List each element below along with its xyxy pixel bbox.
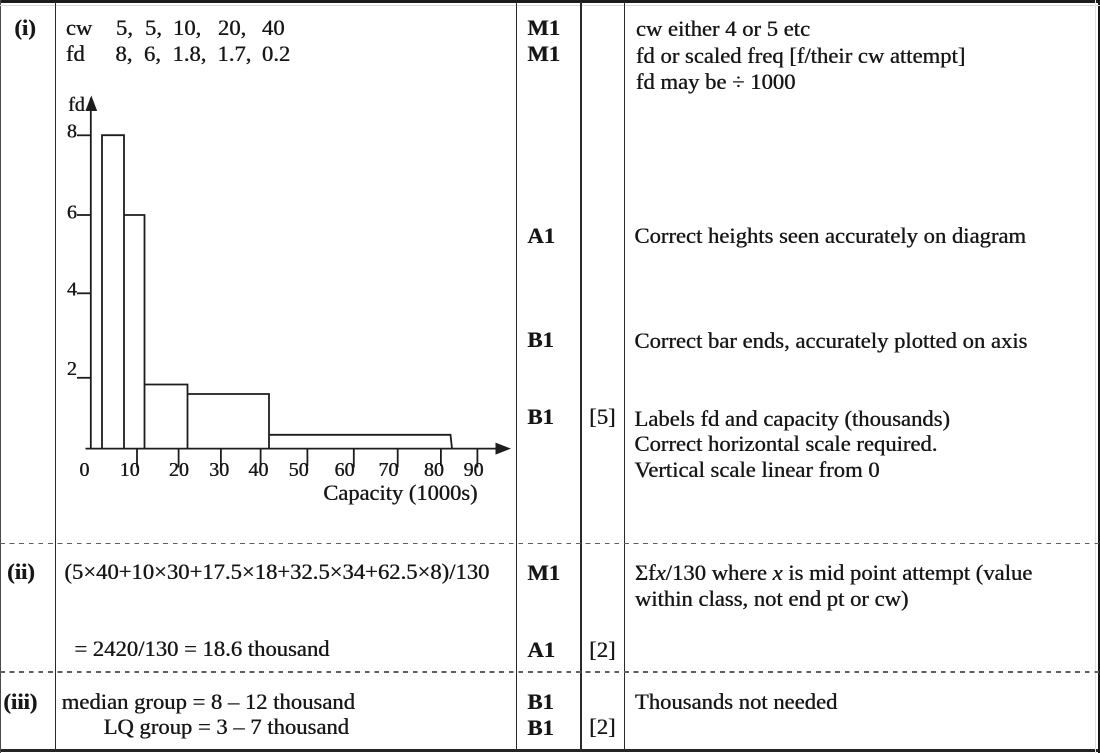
svg-text:fd: fd [68,94,85,116]
svg-text:60: 60 [335,459,355,481]
svg-text:90: 90 [464,459,484,481]
svg-text:50: 50 [289,459,309,481]
svg-text:2: 2 [67,358,77,380]
svg-text:10: 10 [120,459,140,481]
svg-text:30: 30 [209,459,229,481]
svg-text:80: 80 [424,459,444,481]
svg-text:40: 40 [249,459,269,481]
svg-text:70: 70 [379,459,399,481]
svg-text:6: 6 [67,202,77,224]
svg-text:20: 20 [169,459,189,481]
svg-text:8: 8 [67,120,77,142]
svg-text:4: 4 [67,278,77,300]
svg-text:0: 0 [80,459,90,481]
svg-text:Capacity (1000s): Capacity (1000s) [323,480,477,505]
